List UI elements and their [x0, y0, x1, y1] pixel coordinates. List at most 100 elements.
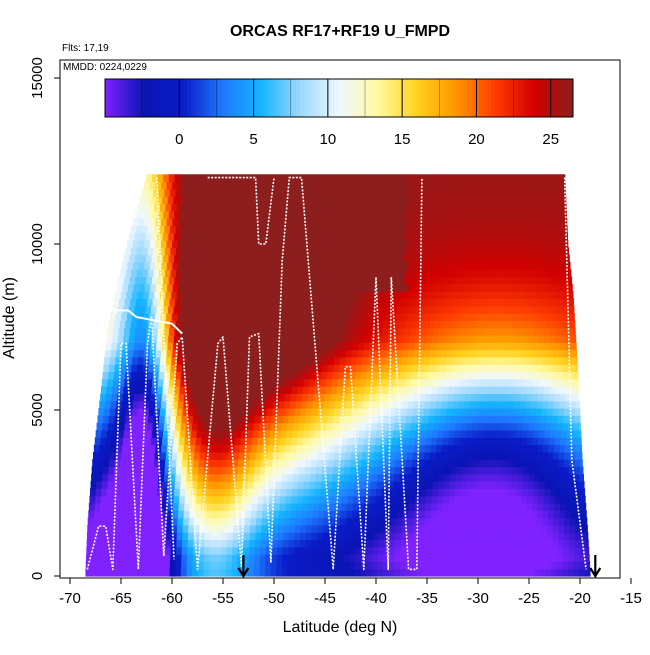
heatmap-cell	[387, 429, 394, 438]
heatmap-cell	[347, 196, 354, 205]
heatmap-cell	[189, 283, 196, 292]
heatmap-cell	[320, 422, 328, 431]
heatmap-cell	[256, 400, 263, 409]
heatmap-cell	[289, 408, 296, 416]
heatmap-cell	[544, 488, 551, 497]
heatmap-cell	[482, 334, 489, 343]
heatmap-cell	[462, 291, 470, 300]
heatmap-cell	[479, 364, 486, 373]
heatmap-cell	[357, 517, 364, 526]
heatmap-cell	[223, 305, 231, 314]
heatmap-cell	[215, 203, 223, 212]
heatmap-cell	[435, 349, 443, 358]
heatmap-cell	[148, 408, 156, 416]
heatmap-cell	[162, 386, 169, 394]
heatmap-cell	[196, 495, 203, 504]
heatmap-cell	[108, 561, 115, 570]
heatmap-cell	[462, 459, 469, 468]
heatmap-cell	[396, 444, 404, 453]
heatmap-cell	[191, 174, 198, 183]
heatmap-cell	[459, 232, 467, 241]
heatmap-cell	[342, 254, 349, 263]
heatmap-cell	[453, 196, 461, 205]
heatmap-cell	[436, 393, 443, 402]
chart-title: ORCAS RF17+RF19 U_FMPD	[230, 23, 450, 40]
heatmap-cell	[391, 283, 398, 292]
heatmap-cell	[155, 517, 162, 526]
heatmap-cell	[485, 203, 492, 212]
heatmap-cell	[218, 386, 226, 394]
heatmap-cell	[479, 524, 487, 533]
heatmap-cell	[283, 356, 290, 365]
heatmap-cell	[372, 539, 379, 548]
heatmap-cell	[255, 291, 262, 300]
heatmap-cell	[187, 546, 194, 555]
heatmap-cell	[303, 254, 310, 263]
heatmap-cell	[336, 254, 343, 263]
heatmap-cell	[297, 254, 304, 263]
heatmap-cell	[526, 342, 533, 351]
heatmap-cell	[143, 408, 150, 416]
heatmap-cell	[475, 240, 482, 248]
heatmap-cell	[518, 269, 525, 278]
heatmap-cell	[314, 488, 321, 497]
heatmap-cell	[429, 408, 436, 416]
heatmap-cell	[469, 400, 476, 409]
heatmap-cell	[233, 356, 240, 365]
heatmap-cell	[435, 181, 443, 190]
heatmap-cell	[298, 568, 305, 577]
heatmap-cell	[269, 232, 276, 241]
heatmap-cell	[342, 481, 350, 489]
heatmap-cell	[180, 568, 188, 577]
heatmap-cell	[200, 240, 207, 248]
heatmap-cell	[500, 298, 507, 307]
heatmap-cell	[511, 298, 518, 307]
heatmap-cell	[305, 203, 312, 212]
heatmap-cell	[348, 298, 356, 307]
heatmap-cell	[189, 261, 196, 270]
heatmap-cell	[495, 415, 502, 424]
heatmap-cell	[167, 305, 175, 314]
heatmap-cell	[121, 400, 128, 409]
heatmap-cell	[129, 429, 136, 438]
heatmap-cell	[157, 210, 164, 219]
heatmap-cell	[370, 386, 377, 394]
heatmap-cell	[518, 291, 526, 300]
heatmap-cell	[411, 247, 418, 256]
heatmap-cell	[338, 320, 345, 329]
heatmap-cell	[238, 291, 245, 300]
heatmap-cell	[157, 429, 164, 438]
heatmap-cell	[399, 188, 407, 197]
heatmap-cell	[413, 240, 420, 248]
heatmap-cell	[172, 181, 179, 190]
heatmap-cell	[233, 408, 240, 416]
heatmap-cell	[441, 510, 448, 519]
heatmap-cell	[272, 517, 280, 526]
heatmap-cell	[346, 444, 353, 453]
heatmap-cell	[193, 451, 201, 460]
heatmap-cell	[293, 568, 300, 577]
heatmap-cell	[512, 225, 519, 234]
heatmap-cell	[426, 488, 433, 497]
heatmap-cell	[95, 488, 102, 497]
heatmap-cell	[478, 422, 485, 431]
heatmap-cell	[99, 400, 106, 409]
colorbar-segment	[276, 79, 281, 117]
heatmap-cell	[368, 313, 375, 321]
heatmap-cell	[311, 539, 318, 548]
heatmap-cell	[532, 342, 539, 351]
heatmap-cell	[103, 415, 110, 424]
heatmap-cell	[396, 240, 403, 248]
heatmap-cell	[501, 247, 508, 256]
heatmap-cell	[381, 254, 388, 263]
heatmap-cell	[105, 437, 113, 446]
heatmap-cell	[439, 561, 446, 570]
heatmap-cell	[562, 371, 569, 380]
heatmap-cell	[562, 473, 569, 482]
heatmap-cell	[512, 466, 519, 475]
heatmap-cell	[491, 451, 498, 460]
heatmap-cell	[498, 283, 505, 292]
heatmap-cell	[327, 364, 334, 373]
heatmap-cell	[514, 283, 522, 292]
heatmap-cell	[431, 334, 439, 343]
